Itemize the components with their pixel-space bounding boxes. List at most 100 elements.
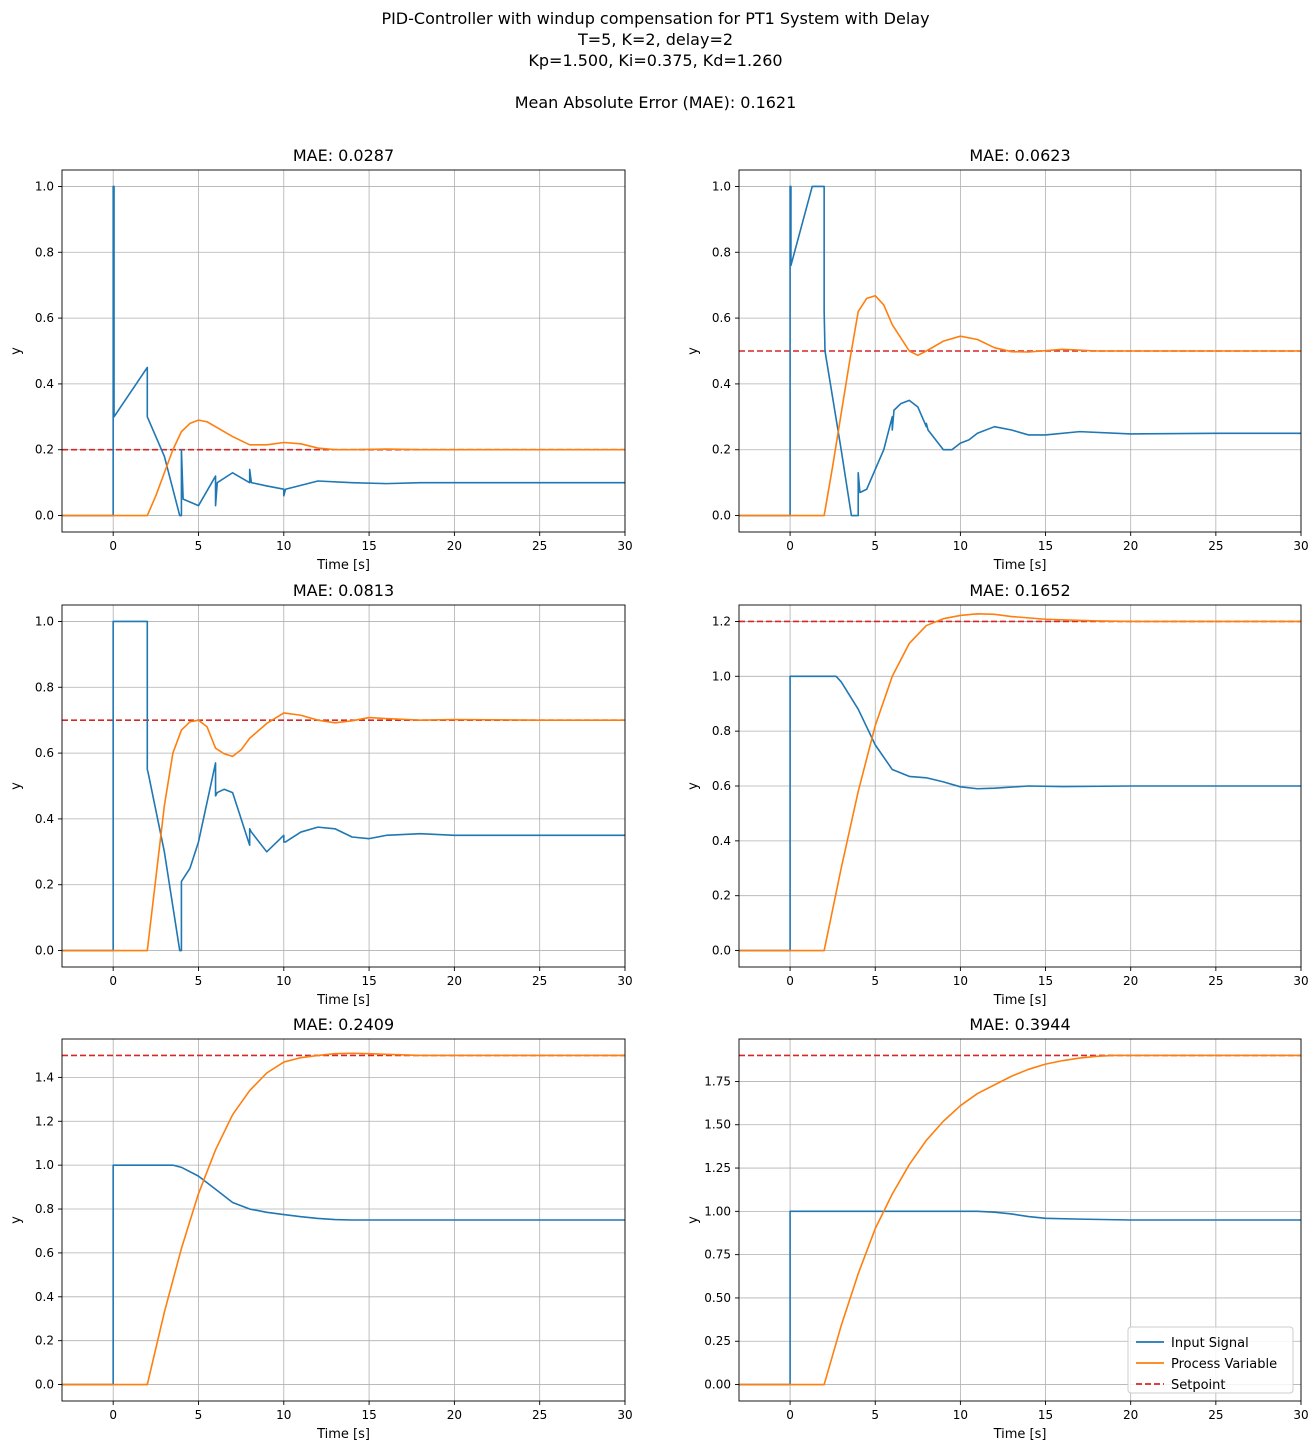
input-signal-line [62,620,625,952]
x-tick-label: 10 [953,974,968,988]
y-tick-label: 0.0 [35,1378,54,1392]
y-tick-label: 1.0 [35,614,54,628]
x-tick-label: 10 [276,1408,291,1422]
subplot-title: MAE: 0.0813 [293,581,394,600]
y-tick-label: 0.0 [712,509,731,523]
plot-frame [738,1038,1302,1402]
y-tick-label: 1.4 [35,1070,54,1084]
x-tick-label: 0 [109,974,117,988]
legend-box [1127,1326,1294,1394]
subplot-1: 0 5 10 15 20 25 30 0.0 0.2 0.4 0.6 0.8 1.0 MAE: 0.028… [9,146,633,573]
input-signal-line [739,1210,1301,1386]
x-tick-label: 30 [617,1408,632,1422]
plot-frame [61,1038,626,1402]
y-axis-label: y [686,782,701,790]
y-tick-label: 0.8 [35,680,54,694]
x-tick-label: 10 [953,1408,968,1422]
x-axis-label: Time [s] [993,558,1047,573]
x-axis-label: Time [s] [316,993,370,1008]
y-tick-label: 0.6 [35,1246,54,1260]
subplot-3: 0 5 10 15 20 25 30 0.0 0.2 0.4 0.6 0.8 1.0 MAE: 0.081… [9,581,633,1008]
x-tick-label: 10 [953,539,968,553]
y-tick-label: 0.4 [35,812,54,826]
x-tick-label: 10 [276,539,291,553]
process-variable-line [739,1054,1301,1386]
plot-frame [61,604,626,968]
x-tick-label: 25 [532,1408,547,1422]
input-signal-line [62,185,625,517]
y-tick-label: 1.50 [704,1118,731,1132]
y-tick-label: 0.00 [704,1378,731,1392]
y-tick-label: 0.2 [35,1334,54,1348]
figure-title-line-3: Kp=1.500, Ki=0.375, Kd=1.260 [528,51,783,70]
x-axis-label: Time [s] [993,1427,1047,1442]
x-tick-label: 20 [447,539,462,553]
y-tick-label: 0.0 [35,509,54,523]
y-axis-label: y [686,347,701,355]
x-tick-label: 30 [617,974,632,988]
legend-label: Setpoint [1171,1378,1226,1393]
y-tick-label: 0.4 [712,834,731,848]
x-tick-label: 20 [1123,539,1138,553]
process-variable-line [62,419,625,517]
x-tick-label: 25 [532,539,547,553]
subplot-6: 0 5 10 15 20 25 30 0.00 0.25 0.50 0.75 1.00 1.25 1.50… [686,1015,1309,1442]
y-tick-label: 0.8 [35,245,54,259]
process-variable-line [62,1052,625,1386]
y-tick-label: 1.75 [704,1074,731,1088]
x-tick-label: 15 [361,974,376,988]
x-tick-label: 20 [1123,1408,1138,1422]
x-tick-label: 30 [1293,1408,1308,1422]
y-tick-label: 1.00 [704,1204,731,1218]
y-tick-label: 0.0 [35,944,54,958]
x-tick-label: 0 [786,539,794,553]
x-tick-label: 5 [871,539,879,553]
figure-title-line-5: Mean Absolute Error (MAE): 0.1621 [514,93,797,112]
x-tick-label: 25 [1208,539,1223,553]
x-tick-label: 25 [532,974,547,988]
y-tick-label: 1.0 [712,669,731,683]
figure-title: PID-Controller with windup compensation … [0,8,1311,113]
x-tick-label: 15 [1038,539,1053,553]
x-tick-label: 5 [195,539,203,553]
y-tick-label: 1.0 [35,179,54,193]
x-tick-label: 30 [1293,539,1308,553]
x-tick-label: 5 [871,974,879,988]
x-tick-label: 0 [786,974,794,988]
subplot-title: MAE: 0.3944 [969,1015,1070,1034]
x-tick-label: 0 [109,1408,117,1422]
y-tick-label: 0.8 [712,724,731,738]
figure-title-line-1: PID-Controller with windup compensation … [381,9,930,28]
x-tick-label: 5 [195,974,203,988]
y-tick-label: 0.75 [704,1248,731,1262]
y-axis-label: y [9,782,24,790]
y-tick-label: 0.6 [35,311,54,325]
y-tick-label: 0.2 [35,443,54,457]
y-tick-label: 1.2 [35,1114,54,1128]
subplot-4: 0 5 10 15 20 25 30 0.0 0.2 0.4 0.6 0.8 1.0 1.2 MAE: 0.… [686,581,1309,1008]
x-tick-label: 20 [1123,974,1138,988]
process-variable-line [739,612,1301,952]
input-signal-line [739,185,1301,517]
y-tick-label: 0.2 [712,889,731,903]
y-tick-label: 0.6 [712,311,731,325]
x-tick-label: 15 [361,539,376,553]
y-tick-label: 1.25 [704,1161,731,1175]
x-tick-label: 5 [195,1408,203,1422]
subplot-title: MAE: 0.0287 [293,146,394,165]
y-tick-label: 1.2 [712,614,731,628]
y-tick-label: 0.8 [712,245,731,259]
x-tick-label: 5 [871,1408,879,1422]
plot-frame [61,169,626,533]
y-tick-label: 0.25 [704,1334,731,1348]
legend: Input Signal Process Variable Setpoint [1127,1326,1294,1394]
input-signal-line [739,675,1301,952]
subplot-title: MAE: 0.0623 [969,146,1070,165]
subplot-2: 0 5 10 15 20 25 30 0.0 0.2 0.4 0.6 0.8 1.0 MAE: 0.062… [686,146,1309,573]
plot-frame [738,169,1302,533]
x-tick-label: 25 [1208,1408,1223,1422]
x-tick-label: 0 [109,539,117,553]
y-tick-label: 1.0 [712,179,731,193]
legend-label: Input Signal [1171,1336,1249,1351]
